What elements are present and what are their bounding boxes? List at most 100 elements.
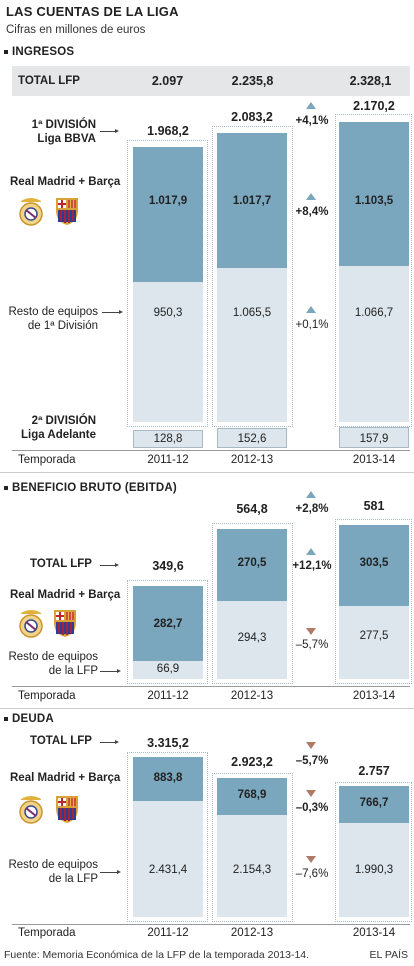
label-segunda-line1: 2ª DIVISIÓN [31, 415, 96, 427]
bar-deuda-rmb-2 [339, 786, 409, 823]
bar-ebitda-rmb-0 [133, 586, 203, 661]
ebitda-total-2: 581 [363, 499, 385, 513]
total-label-ingresos: TOTAL LFP [18, 75, 80, 87]
down-arrow-icon [306, 856, 316, 863]
label-resto-line2: de 1ª División [27, 320, 98, 332]
val-deuda-rmb-0: 883,8 [153, 772, 183, 784]
page-title: LAS CUENTAS DE LA LIGA [6, 4, 179, 19]
val-ebitda-rmb-1: 270,5 [237, 557, 267, 569]
val-ebitda-resto-2: 277,5 [359, 630, 389, 642]
axis-label-ingresos: Temporada [18, 454, 76, 466]
bar-segunda-0 [133, 430, 203, 448]
arrow-total-deuda [100, 740, 119, 744]
total-value-ingresos-0: 2.097 [151, 74, 184, 88]
bar-deuda-rmb-1 [217, 778, 287, 815]
tick-ebitda-1: 2012-13 [230, 690, 274, 702]
bar-ebitda-rmb-1 [217, 529, 287, 601]
val-segunda-0: 128,8 [153, 433, 183, 445]
real-madrid-crest-icon [18, 196, 44, 231]
change-deuda-1: –0,3% [295, 802, 329, 814]
section-ingresos-title: INGRESOS [4, 46, 74, 58]
bar-ingresos-rmb-1 [217, 133, 287, 268]
axis-line-ebitda [12, 686, 410, 687]
bar-ebitda-resto-0 [133, 661, 203, 679]
section-deuda-title: DEUDA [4, 713, 54, 725]
val-segunda-2: 157,9 [359, 433, 389, 445]
ebitda-total-0: 349,6 [152, 559, 184, 573]
tick-ebitda-2: 2013-14 [352, 690, 396, 702]
tick-ingresos-0: 2011-12 [147, 454, 189, 466]
down-arrow-icon [306, 742, 316, 749]
total-band-ingresos [12, 66, 410, 96]
bar-ebitda-rmb-2 [339, 525, 409, 606]
label-resto-ebitda-line2: de la LFP [48, 665, 98, 677]
val-deuda-rmb-2: 766,7 [359, 797, 389, 809]
bar-deuda-rmb-0 [133, 757, 203, 801]
section-ebitda-title: BENEFICIO BRUTO (EBITDA) [4, 482, 177, 494]
primera-outline-0 [127, 140, 208, 427]
source-note: Fuente: Memoria Económica de la LFP de l… [4, 949, 310, 961]
val-deuda-resto-2: 1.990,3 [354, 864, 394, 876]
tick-deuda-2: 2013-14 [352, 927, 396, 939]
change-ingresos-2: +0,1% [295, 319, 329, 331]
arrow-resto-deuda [100, 870, 121, 874]
up-arrow-icon [306, 491, 316, 498]
label-primera-division: 1ª DIVISIÓN Liga BBVA [6, 118, 96, 146]
deuda-total-0: 3.315,2 [147, 736, 189, 750]
arrow-total-ebitda [100, 563, 119, 567]
label-resto-ebitda: Resto de equipos de la LFP [4, 650, 98, 678]
change-deuda-2: –7,6% [295, 868, 329, 880]
deuda-outline-2 [335, 782, 412, 922]
bar-ingresos-rmb-0 [133, 147, 203, 282]
page-subtitle: Cifras en millones de euros [6, 24, 146, 36]
tick-ebitda-0: 2011-12 [147, 690, 189, 702]
tick-ingresos-1: 2012-13 [230, 454, 274, 466]
bar-deuda-resto-0 [133, 801, 203, 917]
real-madrid-crest-icon [18, 794, 44, 829]
label-rmb-ingresos: Real Madrid + Barça [10, 176, 121, 188]
val-ingresos-rmb-1: 1.017,7 [232, 195, 272, 207]
bar-ingresos-resto-1 [217, 268, 287, 422]
section-deuda-label: DEUDA [12, 713, 54, 725]
bar-ebitda-resto-1 [217, 601, 287, 679]
bar-deuda-resto-1 [217, 815, 287, 917]
deuda-outline-0 [127, 752, 208, 922]
label-segunda-line2: Liga Adelante [21, 429, 96, 441]
up-arrow-icon [306, 102, 316, 109]
label-resto-ebitda-line1: Resto de equipos [8, 651, 98, 663]
val-ebitda-rmb-0: 282,7 [153, 618, 183, 630]
up-arrow-icon [306, 548, 316, 555]
label-resto-deuda-line2: de la LFP [48, 873, 98, 885]
section-ingresos-label: INGRESOS [12, 46, 75, 58]
primera-total-2: 2.170,2 [353, 99, 395, 113]
bar-ingresos-resto-0 [133, 282, 203, 422]
primera-total-1: 2.083,2 [231, 110, 273, 124]
val-deuda-rmb-1: 768,9 [237, 789, 267, 801]
val-ebitda-resto-0: 66,9 [156, 663, 180, 675]
bar-segunda-1 [217, 428, 287, 448]
label-segunda-division: 2ª DIVISIÓN Liga Adelante [6, 414, 96, 442]
val-deuda-resto-1: 2.154,3 [232, 864, 272, 876]
down-arrow-icon [306, 628, 316, 635]
deuda-total-1: 2.923,2 [231, 755, 273, 769]
val-ingresos-rmb-2: 1.103,5 [354, 195, 394, 207]
real-madrid-crest-icon [18, 608, 44, 643]
label-primera-line2: Liga BBVA [37, 133, 96, 145]
tick-ingresos-2: 2013-14 [352, 454, 396, 466]
section-divider [0, 708, 414, 709]
down-arrow-icon [306, 790, 316, 797]
label-primera-line1: 1ª DIVISIÓN [31, 119, 96, 131]
tick-deuda-1: 2012-13 [230, 927, 274, 939]
ebitda-total-1: 564,8 [236, 502, 268, 516]
bar-ingresos-rmb-2 [339, 122, 409, 266]
fc-barcelona-crest-icon [54, 794, 80, 829]
change-ebitda-2: –5,7% [295, 639, 329, 651]
total-label-deuda: TOTAL LFP [30, 735, 92, 747]
bar-ebitda-resto-2 [339, 606, 409, 679]
arrow-resto-ebitda [100, 669, 121, 673]
change-ingresos-1: +8,4% [295, 206, 329, 218]
axis-label-ebitda: Temporada [18, 690, 76, 702]
val-ingresos-resto-1: 1.065,5 [232, 307, 272, 319]
arrow-resto-primera [102, 310, 123, 314]
axis-label-deuda: Temporada [18, 927, 76, 939]
